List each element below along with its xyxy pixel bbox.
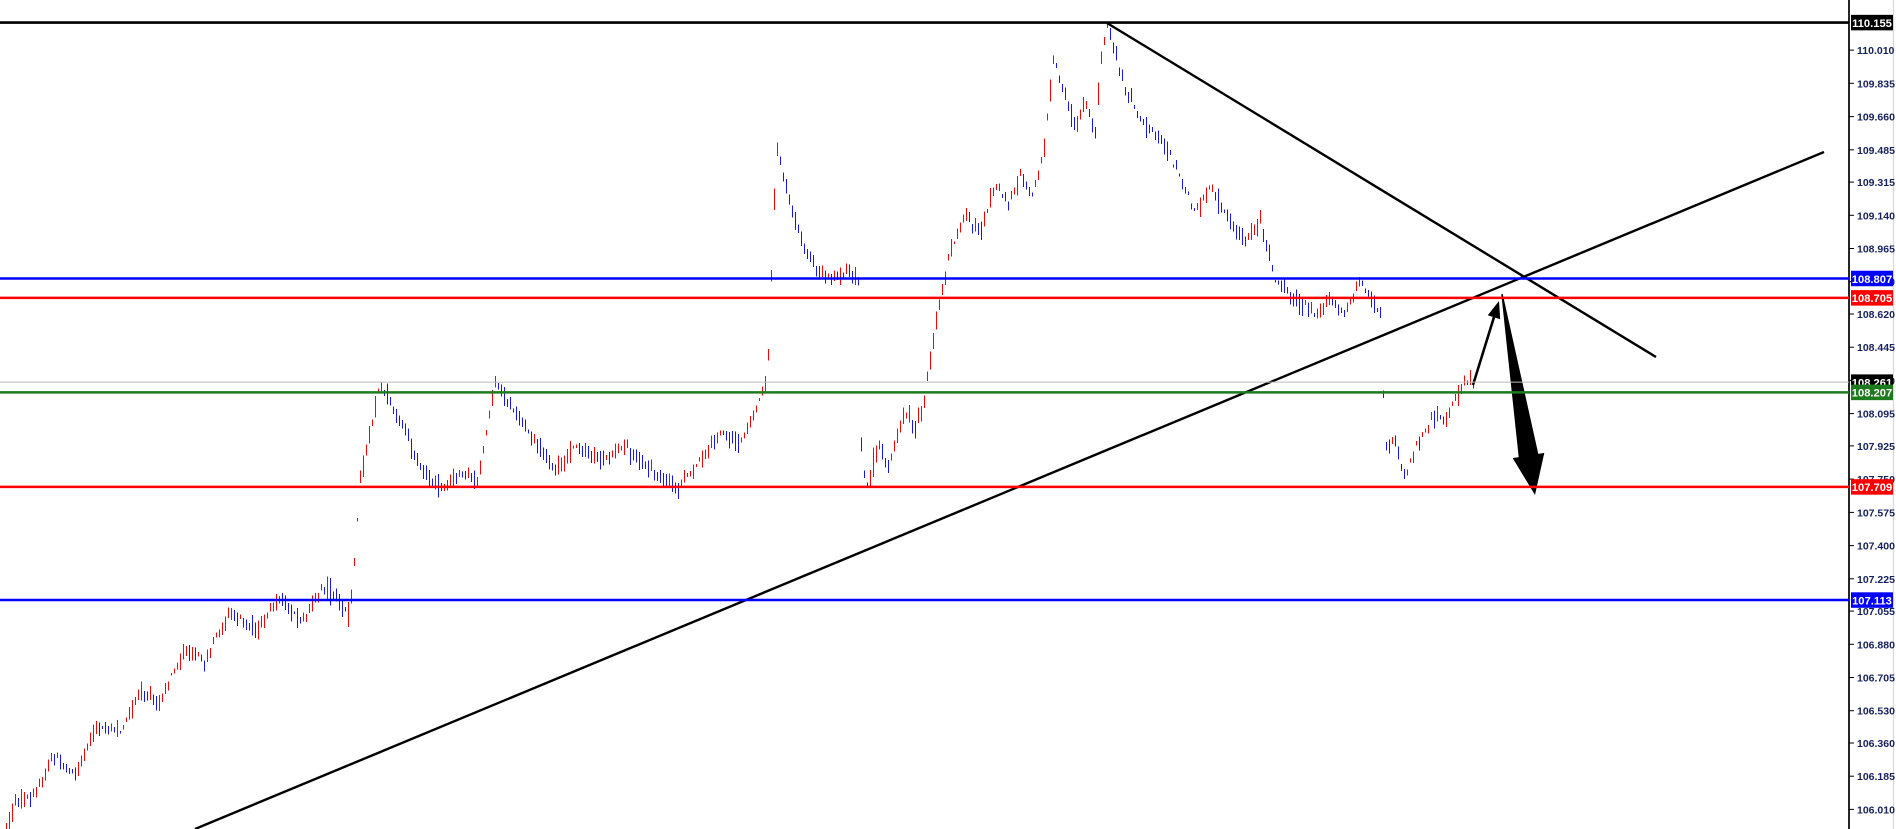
svg-text:106.530: 106.530 [1857,706,1895,718]
svg-text:106.360: 106.360 [1857,738,1895,750]
svg-text:109.835: 109.835 [1857,78,1895,90]
svg-text:107.400: 107.400 [1857,541,1895,553]
svg-text:107.055: 107.055 [1857,606,1895,618]
svg-text:110.155: 110.155 [1852,18,1892,30]
svg-text:108.095: 108.095 [1857,409,1895,421]
svg-text:106.705: 106.705 [1857,673,1895,685]
svg-text:108.445: 108.445 [1857,342,1895,354]
svg-text:106.010: 106.010 [1857,804,1895,816]
svg-text:107.925: 107.925 [1857,441,1895,453]
svg-text:107.113: 107.113 [1852,595,1892,607]
svg-text:109.660: 109.660 [1857,112,1895,124]
svg-text:108.207: 108.207 [1852,388,1892,400]
svg-text:109.140: 109.140 [1857,210,1895,222]
svg-text:110.010: 110.010 [1857,45,1895,57]
svg-text:108.965: 108.965 [1857,244,1895,256]
svg-text:108.807: 108.807 [1852,274,1892,286]
svg-text:106.880: 106.880 [1857,639,1895,651]
svg-text:107.575: 107.575 [1857,507,1895,519]
svg-text:106.185: 106.185 [1857,771,1895,783]
svg-text:109.485: 109.485 [1857,145,1895,157]
svg-text:107.225: 107.225 [1857,574,1895,586]
svg-text:108.705: 108.705 [1852,293,1892,305]
svg-text:108.620: 108.620 [1857,309,1895,321]
svg-text:109.315: 109.315 [1857,177,1895,189]
svg-text:107.709: 107.709 [1852,482,1892,494]
